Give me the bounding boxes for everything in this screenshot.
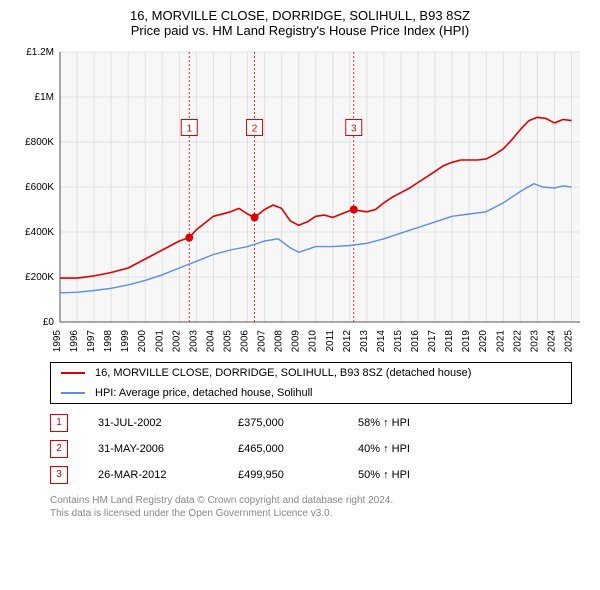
svg-text:2015: 2015 — [393, 330, 404, 353]
svg-text:2012: 2012 — [342, 330, 353, 353]
svg-text:2025: 2025 — [563, 330, 574, 353]
svg-text:2013: 2013 — [359, 330, 370, 353]
svg-text:£800K: £800K — [25, 137, 54, 148]
title-subtitle: Price paid vs. HM Land Registry's House … — [10, 23, 590, 38]
svg-text:2020: 2020 — [478, 330, 489, 353]
footer-line2: This data is licensed under the Open Gov… — [50, 507, 590, 520]
sale-date: 31-JUL-2002 — [98, 417, 238, 429]
legend-row: HPI: Average price, detached house, Soli… — [51, 383, 571, 403]
svg-text:2017: 2017 — [427, 330, 438, 353]
svg-text:2024: 2024 — [546, 330, 557, 353]
sale-pct: 40% ↑ HPI — [358, 443, 478, 455]
svg-text:2002: 2002 — [171, 330, 182, 353]
sale-badge: 3 — [50, 466, 68, 484]
svg-text:3: 3 — [351, 124, 357, 135]
legend-row: 16, MORVILLE CLOSE, DORRIDGE, SOLIHULL, … — [51, 363, 571, 383]
svg-text:1997: 1997 — [86, 330, 97, 353]
sale-date: 26-MAR-2012 — [98, 469, 238, 481]
svg-text:1999: 1999 — [120, 330, 131, 353]
legend-swatch — [61, 372, 85, 374]
sale-price: £375,000 — [238, 417, 358, 429]
svg-text:1: 1 — [186, 124, 192, 135]
svg-text:2004: 2004 — [205, 330, 216, 353]
svg-text:£1.2M: £1.2M — [26, 47, 54, 58]
sale-badge: 1 — [50, 414, 68, 432]
sale-row: 3 26-MAR-2012£499,95050% ↑ HPI — [50, 462, 590, 488]
svg-text:2022: 2022 — [512, 330, 523, 353]
svg-text:2018: 2018 — [444, 330, 455, 353]
svg-text:2000: 2000 — [137, 330, 148, 353]
svg-text:2: 2 — [252, 124, 258, 135]
footer: Contains HM Land Registry data © Crown c… — [50, 494, 590, 520]
sale-pct: 50% ↑ HPI — [358, 469, 478, 481]
svg-text:1996: 1996 — [69, 330, 80, 353]
svg-text:2009: 2009 — [291, 330, 302, 353]
sale-pct: 58% ↑ HPI — [358, 417, 478, 429]
svg-text:£200K: £200K — [25, 272, 54, 283]
price-chart: £0 £200K £400K £600K £800K £1M £1.2M 1995 1996 19… — [10, 44, 590, 354]
svg-text:2011: 2011 — [325, 330, 336, 352]
svg-text:2014: 2014 — [376, 330, 387, 353]
svg-text:1995: 1995 — [52, 330, 63, 353]
svg-text:£0: £0 — [43, 317, 55, 328]
svg-text:2010: 2010 — [308, 330, 319, 353]
svg-text:£400K: £400K — [25, 227, 54, 238]
svg-text:2007: 2007 — [257, 330, 268, 353]
svg-text:2003: 2003 — [188, 330, 199, 353]
legend-label: HPI: Average price, detached house, Soli… — [95, 387, 313, 399]
svg-text:2023: 2023 — [529, 330, 540, 353]
sale-badge: 2 — [50, 440, 68, 458]
sale-row: 1 31-JUL-2002£375,00058% ↑ HPI — [50, 410, 590, 436]
svg-text:2021: 2021 — [495, 330, 506, 353]
svg-text:£1M: £1M — [35, 92, 54, 103]
sale-date: 31-MAY-2006 — [98, 443, 238, 455]
legend-label: 16, MORVILLE CLOSE, DORRIDGE, SOLIHULL, … — [95, 367, 471, 379]
svg-text:2001: 2001 — [154, 330, 165, 353]
sale-price: £465,000 — [238, 443, 358, 455]
svg-text:2019: 2019 — [461, 330, 472, 353]
svg-text:2008: 2008 — [274, 330, 285, 353]
svg-text:1998: 1998 — [103, 330, 114, 353]
sale-price: £499,950 — [238, 469, 358, 481]
chart-svg: £0 £200K £400K £600K £800K £1M £1.2M 1995 1996 19… — [10, 44, 590, 354]
sales-table: 1 31-JUL-2002£375,00058% ↑ HPI 2 31-MAY-200… — [10, 410, 590, 488]
legend-swatch — [61, 392, 85, 394]
sale-row: 2 31-MAY-2006£465,00040% ↑ HPI — [50, 436, 590, 462]
footer-line1: Contains HM Land Registry data © Crown c… — [50, 494, 590, 507]
svg-text:2016: 2016 — [410, 330, 421, 353]
legend: 16, MORVILLE CLOSE, DORRIDGE, SOLIHULL, … — [50, 362, 572, 404]
title-address: 16, MORVILLE CLOSE, DORRIDGE, SOLIHULL, … — [10, 8, 590, 23]
svg-text:£600K: £600K — [25, 182, 54, 193]
svg-text:2005: 2005 — [222, 330, 233, 353]
svg-text:2006: 2006 — [240, 330, 251, 353]
